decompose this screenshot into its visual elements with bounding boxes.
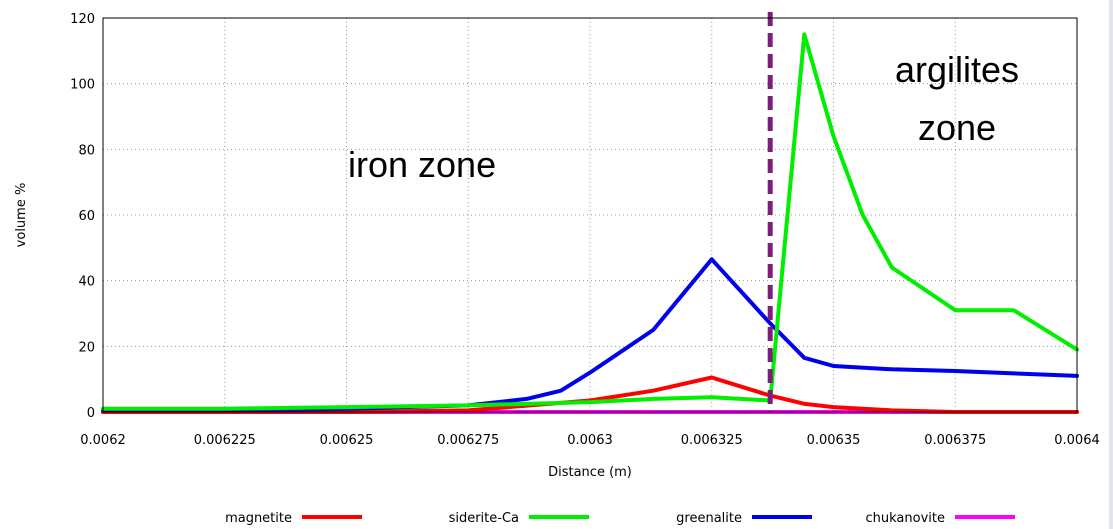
x-tick-label: 0.0063 xyxy=(567,433,613,448)
x-tick-label: 0.0064 xyxy=(1054,433,1100,448)
x-tick-label: 0.006225 xyxy=(194,433,256,448)
y-tick-labels: 0 20 40 60 80 100 120 xyxy=(70,12,95,421)
series-layer xyxy=(101,32,1079,414)
y-tick-label: 40 xyxy=(78,275,95,290)
legend-label: greenalite xyxy=(676,511,742,526)
grid-layer xyxy=(103,18,1077,412)
x-tick-label: 0.006275 xyxy=(437,433,499,448)
x-tick-label: 0.00625 xyxy=(320,433,374,448)
y-axis-title: volume % xyxy=(14,183,29,248)
legend: magnetite siderite-Ca greenalite chukanovit… xyxy=(225,511,1015,526)
annotation-iron-zone: iron zone xyxy=(348,144,496,185)
y-tick-label: 60 xyxy=(78,209,95,224)
annotation-zone: zone xyxy=(918,107,996,148)
y-tick-label: 100 xyxy=(70,78,95,93)
y-tick-label: 120 xyxy=(70,12,95,27)
x-tick-label: 0.006325 xyxy=(681,433,743,448)
x-tick-label: 0.006375 xyxy=(924,433,986,448)
plot-frame xyxy=(102,17,1078,413)
x-tick-label: 0.00635 xyxy=(807,433,861,448)
y-tick-label: 80 xyxy=(78,143,95,158)
x-tick-label: 0.0062 xyxy=(80,433,126,448)
legend-label: magnetite xyxy=(225,511,292,526)
annotation-argilites: argilites xyxy=(895,49,1019,90)
window-edge xyxy=(1109,0,1113,529)
x-tick-labels: 0.0062 0.006225 0.00625 0.006275 0.0063 0.006… xyxy=(80,433,1100,448)
y-tick-label: 0 xyxy=(87,406,95,421)
y-tick-label: 20 xyxy=(78,340,95,355)
legend-label: chukanovite xyxy=(866,511,946,526)
legend-label: siderite-Ca xyxy=(449,511,519,526)
x-axis-title: Distance (m) xyxy=(548,465,632,480)
